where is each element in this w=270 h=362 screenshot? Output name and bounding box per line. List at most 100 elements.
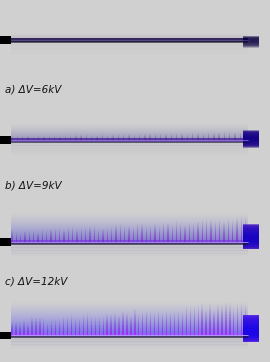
Bar (171, 239, 173, 240)
Bar (11, 313, 248, 314)
Bar (217, 328, 219, 331)
Bar (71, 316, 72, 318)
Bar (59, 233, 60, 235)
Bar (138, 334, 140, 336)
Bar (99, 332, 100, 333)
Bar (210, 328, 211, 331)
Bar (63, 233, 65, 234)
Bar (210, 304, 211, 307)
Bar (11, 240, 248, 244)
Bar (20, 234, 22, 235)
Bar (71, 321, 72, 323)
Bar (55, 332, 56, 333)
Bar (11, 331, 13, 332)
Bar (112, 138, 114, 139)
Bar (122, 330, 124, 332)
Bar (111, 229, 112, 230)
Bar (213, 329, 215, 332)
Bar (81, 234, 82, 235)
Bar (103, 324, 104, 325)
Bar (55, 333, 56, 335)
Bar (63, 326, 64, 328)
Bar (219, 222, 220, 223)
Bar (217, 331, 219, 333)
Bar (15, 327, 17, 328)
Bar (198, 305, 199, 308)
Bar (46, 231, 48, 232)
Bar (118, 134, 119, 135)
Bar (223, 223, 225, 224)
Bar (20, 242, 22, 243)
Bar (232, 232, 233, 233)
Bar (118, 333, 120, 334)
Bar (19, 332, 21, 333)
Bar (210, 333, 211, 336)
Bar (42, 237, 43, 238)
Bar (11, 324, 248, 325)
Bar (194, 319, 195, 321)
Bar (122, 326, 124, 328)
Bar (241, 234, 242, 236)
Bar (70, 138, 71, 139)
Bar (11, 340, 248, 342)
Bar (158, 321, 159, 324)
Bar (243, 38, 259, 42)
Bar (103, 317, 104, 319)
Bar (67, 320, 68, 322)
Bar (38, 237, 39, 238)
Bar (154, 241, 156, 243)
Bar (107, 238, 108, 239)
Bar (68, 228, 69, 229)
Bar (55, 335, 56, 336)
Bar (87, 315, 88, 316)
Bar (134, 325, 136, 327)
Bar (150, 134, 151, 135)
Bar (23, 325, 25, 326)
Bar (20, 240, 22, 241)
Bar (23, 322, 25, 323)
Bar (106, 320, 108, 321)
Bar (215, 241, 216, 243)
Bar (243, 232, 259, 244)
Bar (15, 324, 17, 325)
Bar (243, 37, 259, 47)
Bar (163, 222, 164, 224)
Bar (182, 326, 183, 328)
Bar (110, 325, 112, 327)
Bar (170, 322, 171, 324)
Bar (102, 140, 103, 141)
Bar (110, 316, 112, 318)
Bar (114, 329, 116, 331)
Bar (68, 237, 69, 239)
Bar (11, 314, 248, 315)
Bar (19, 335, 21, 336)
Bar (20, 235, 22, 236)
Bar (158, 241, 160, 243)
Bar (89, 240, 91, 241)
Bar (114, 325, 116, 327)
Bar (63, 237, 65, 239)
Bar (11, 241, 13, 242)
Bar (228, 233, 229, 235)
Bar (114, 332, 116, 334)
Bar (243, 233, 259, 243)
Bar (198, 318, 199, 321)
Bar (189, 238, 190, 239)
Bar (19, 327, 21, 328)
Bar (59, 136, 60, 137)
Bar (134, 320, 136, 323)
Bar (228, 241, 229, 243)
Bar (55, 237, 56, 238)
Bar (16, 242, 17, 243)
Bar (217, 333, 219, 336)
Bar (213, 314, 215, 316)
Bar (91, 140, 92, 141)
Bar (42, 234, 43, 235)
Bar (150, 328, 151, 330)
Bar (123, 137, 124, 138)
Bar (210, 241, 212, 243)
Bar (146, 321, 147, 323)
Bar (245, 234, 247, 236)
Bar (219, 226, 220, 227)
Bar (81, 240, 82, 241)
